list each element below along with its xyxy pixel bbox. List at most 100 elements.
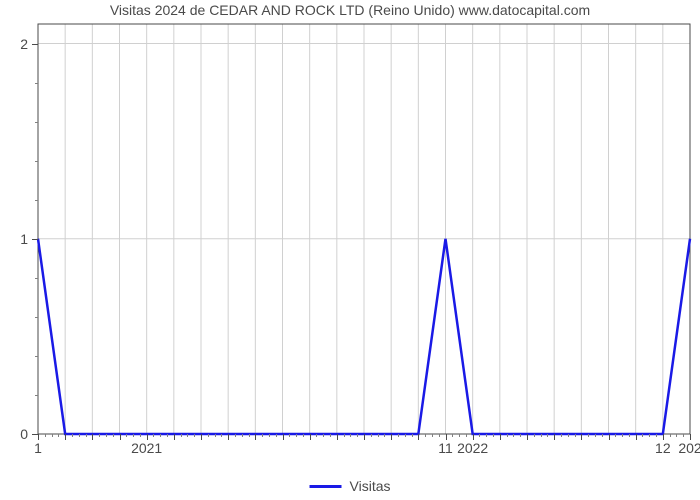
x-minor-mark xyxy=(262,434,263,437)
x-minor-mark xyxy=(86,434,87,437)
x-minor-mark xyxy=(493,434,494,437)
x-minor-mark xyxy=(221,434,222,437)
y-tick-label: 1 xyxy=(20,231,28,247)
x-minor-mark xyxy=(452,434,453,437)
x-tick-label: 12 xyxy=(655,440,671,456)
x-minor-mark xyxy=(296,434,297,437)
x-tick-label: 2021 xyxy=(131,440,162,456)
y-minor-mark xyxy=(35,356,38,357)
x-minor-mark xyxy=(79,434,80,437)
x-tick-label: 202 xyxy=(678,440,700,456)
x-minor-mark xyxy=(513,434,514,437)
x-minor-mark xyxy=(568,434,569,437)
x-tick-mark xyxy=(636,434,637,440)
x-minor-mark xyxy=(642,434,643,437)
y-tick-mark xyxy=(32,44,38,45)
y-minor-mark xyxy=(35,200,38,201)
x-minor-mark xyxy=(215,434,216,437)
x-minor-mark xyxy=(561,434,562,437)
x-minor-mark xyxy=(45,434,46,437)
x-minor-mark xyxy=(167,434,168,437)
x-minor-mark xyxy=(629,434,630,437)
y-minor-mark xyxy=(35,278,38,279)
x-minor-mark xyxy=(181,434,182,437)
x-minor-mark xyxy=(412,434,413,437)
x-tick-mark xyxy=(554,434,555,440)
x-minor-mark xyxy=(507,434,508,437)
x-minor-mark xyxy=(249,434,250,437)
x-tick-mark xyxy=(228,434,229,440)
x-minor-mark xyxy=(534,434,535,437)
x-minor-mark xyxy=(459,434,460,437)
y-minor-mark xyxy=(35,395,38,396)
x-tick-mark xyxy=(310,434,311,440)
x-minor-mark xyxy=(384,434,385,437)
x-minor-mark xyxy=(575,434,576,437)
plot-area: 0121202111202212202 xyxy=(38,24,690,434)
x-minor-mark xyxy=(276,434,277,437)
y-tick-mark xyxy=(32,239,38,240)
x-minor-mark xyxy=(160,434,161,437)
x-tick-mark xyxy=(527,434,528,440)
x-minor-mark xyxy=(133,434,134,437)
x-minor-mark xyxy=(676,434,677,437)
x-tick-mark xyxy=(201,434,202,440)
x-minor-mark xyxy=(153,434,154,437)
x-minor-mark xyxy=(350,434,351,437)
x-minor-mark xyxy=(269,434,270,437)
x-tick-mark xyxy=(364,434,365,440)
legend-swatch xyxy=(310,485,342,488)
x-minor-mark xyxy=(547,434,548,437)
x-minor-mark xyxy=(595,434,596,437)
x-minor-mark xyxy=(126,434,127,437)
x-minor-mark xyxy=(242,434,243,437)
x-minor-mark xyxy=(72,434,73,437)
x-tick-mark xyxy=(255,434,256,440)
x-minor-mark xyxy=(622,434,623,437)
x-minor-mark xyxy=(378,434,379,437)
x-minor-mark xyxy=(683,434,684,437)
x-minor-mark xyxy=(588,434,589,437)
x-minor-mark xyxy=(439,434,440,437)
x-minor-mark xyxy=(405,434,406,437)
x-minor-mark xyxy=(289,434,290,437)
chart-container: Visitas 2024 de CEDAR AND ROCK LTD (Rein… xyxy=(0,0,700,500)
x-minor-mark xyxy=(106,434,107,437)
x-minor-mark xyxy=(344,434,345,437)
x-tick-mark xyxy=(500,434,501,440)
x-minor-mark xyxy=(330,434,331,437)
x-minor-mark xyxy=(52,434,53,437)
y-minor-mark xyxy=(35,83,38,84)
x-tick-mark xyxy=(418,434,419,440)
x-minor-mark xyxy=(371,434,372,437)
x-minor-mark xyxy=(425,434,426,437)
x-minor-mark xyxy=(432,434,433,437)
legend-label: Visitas xyxy=(350,478,391,494)
x-tick-mark xyxy=(391,434,392,440)
chart-svg xyxy=(38,24,690,434)
x-tick-label: 11 xyxy=(438,440,453,456)
x-minor-mark xyxy=(466,434,467,437)
legend: Visitas xyxy=(310,478,391,494)
x-tick-mark xyxy=(581,434,582,440)
x-tick-mark xyxy=(174,434,175,440)
y-tick-label: 0 xyxy=(20,426,28,442)
x-tick-mark xyxy=(283,434,284,440)
x-minor-mark xyxy=(323,434,324,437)
x-minor-mark xyxy=(398,434,399,437)
x-tick-mark xyxy=(92,434,93,440)
x-minor-mark xyxy=(208,434,209,437)
x-minor-mark xyxy=(615,434,616,437)
x-minor-mark xyxy=(479,434,480,437)
y-tick-label: 2 xyxy=(20,36,28,52)
x-minor-mark xyxy=(303,434,304,437)
x-minor-mark xyxy=(58,434,59,437)
x-minor-mark xyxy=(113,434,114,437)
x-minor-mark xyxy=(235,434,236,437)
x-tick-mark xyxy=(609,434,610,440)
x-minor-mark xyxy=(486,434,487,437)
x-minor-mark xyxy=(656,434,657,437)
y-minor-mark xyxy=(35,161,38,162)
x-minor-mark xyxy=(670,434,671,437)
y-minor-mark xyxy=(35,122,38,123)
